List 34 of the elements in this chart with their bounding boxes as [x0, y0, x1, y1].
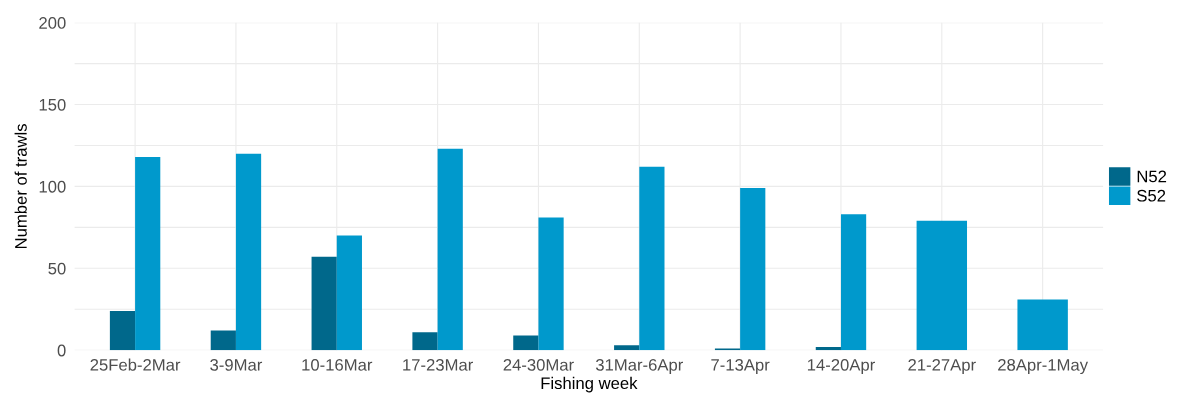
y-tick-label: 0 — [57, 344, 66, 357]
y-tick-label: 150 — [39, 98, 66, 111]
x-tick-label: 7-13Apr — [711, 358, 770, 375]
bar — [740, 188, 766, 351]
bar — [336, 235, 362, 351]
x-tick-label: 17-23Mar — [403, 358, 473, 371]
y-tick-label: 100 — [39, 180, 66, 193]
bar — [109, 310, 136, 351]
x-tick-label: 28Apr-1May — [998, 358, 1089, 375]
legend-label: S52 — [1137, 189, 1166, 202]
x-tick-label: 3-9Mar — [210, 358, 263, 371]
bar — [840, 214, 867, 351]
bar — [135, 156, 161, 351]
bar — [412, 332, 438, 351]
bar — [437, 148, 463, 351]
y-tick-label: 200 — [39, 17, 66, 29]
bar — [311, 256, 337, 351]
x-axis-title: Fishing week — [541, 376, 638, 393]
bar — [815, 346, 841, 351]
bar — [235, 153, 262, 351]
bar — [513, 335, 539, 351]
y-axis-title: Number of trawls — [14, 124, 27, 249]
x-tick-label: 31Mar-6Apr — [595, 358, 684, 375]
bar — [538, 217, 564, 351]
x-tick-label: 24-30Mar — [503, 358, 574, 371]
bar — [639, 166, 665, 351]
legend-label: N52 — [1137, 170, 1167, 183]
y-tick-label: 50 — [48, 262, 66, 275]
x-tick-label: 25Feb-2Mar — [90, 358, 181, 371]
x-tick-label: 14-20Apr — [807, 358, 875, 375]
x-tick-label: 10-16Mar — [302, 358, 373, 371]
x-tick-label: 21-27Apr — [908, 358, 976, 375]
bar — [614, 345, 640, 351]
bar — [210, 330, 236, 351]
